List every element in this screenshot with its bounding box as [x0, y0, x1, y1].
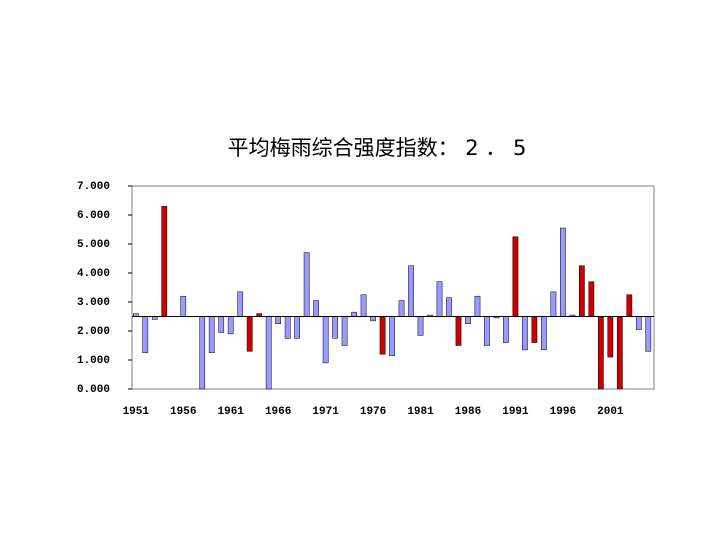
- y-tick-label: 2.000: [77, 326, 110, 338]
- bar: [284, 316, 291, 339]
- bar: [626, 294, 633, 317]
- bar: [408, 265, 414, 317]
- y-tick-label: 7.000: [77, 181, 110, 193]
- bar: [322, 316, 329, 364]
- bar: [512, 236, 519, 317]
- x-tick-label: 1986: [455, 406, 481, 418]
- bar: [294, 316, 301, 339]
- chart-title: 平均梅雨综合强度指数： 2 ． 5: [228, 136, 527, 160]
- y-tick-label: 6.000: [77, 210, 110, 222]
- bar: [417, 316, 424, 336]
- bar: [265, 316, 272, 390]
- bar: [237, 291, 244, 317]
- bar: [635, 316, 642, 330]
- bar: [227, 316, 234, 335]
- bar: [246, 316, 253, 352]
- bar: [208, 316, 215, 353]
- bar: [607, 316, 614, 358]
- x-tick-label: 1976: [360, 406, 386, 418]
- y-tick-label: 4.000: [77, 268, 110, 280]
- bar: [465, 316, 471, 324]
- bar: [360, 294, 367, 317]
- x-tick-label: 1951: [123, 406, 150, 418]
- bar: [142, 316, 149, 353]
- x-tick-label: 1971: [312, 406, 339, 418]
- plot-area: [131, 185, 655, 390]
- bar: [550, 291, 557, 317]
- bar: [531, 316, 538, 343]
- bar: [398, 300, 405, 317]
- x-tick-label: 1991: [502, 406, 529, 418]
- bar: [484, 316, 490, 346]
- bar: [370, 316, 376, 322]
- bar: [522, 316, 528, 351]
- bar: [503, 316, 509, 343]
- bar: [436, 281, 443, 317]
- bar: [351, 311, 357, 317]
- x-tick-label: 1966: [265, 406, 291, 418]
- y-tick-label: 3.000: [77, 297, 110, 309]
- bar: [218, 316, 225, 333]
- bar: [645, 316, 652, 352]
- x-tick-label: 2001: [597, 406, 624, 418]
- bar: [389, 316, 395, 356]
- y-tick-label: 5.000: [77, 239, 110, 251]
- y-tick-label: 0.000: [77, 384, 110, 396]
- x-tick-label: 1996: [550, 406, 576, 418]
- bar: [332, 316, 338, 339]
- x-tick-label: 1956: [170, 406, 196, 418]
- bar: [180, 295, 187, 317]
- bar: [313, 300, 319, 317]
- bar: [588, 281, 595, 317]
- bar: [161, 206, 168, 317]
- bar: [616, 316, 623, 390]
- x-tick-label: 1961: [218, 406, 245, 418]
- bar: [341, 316, 348, 346]
- bar: [597, 316, 604, 390]
- bar: [199, 316, 206, 390]
- bar: [303, 252, 310, 317]
- bar: [560, 227, 566, 317]
- x-tick-label: 1981: [407, 406, 434, 418]
- y-tick-label: 1.000: [77, 355, 110, 367]
- bar: [446, 297, 452, 317]
- bar: [579, 265, 585, 317]
- bar: [474, 295, 481, 317]
- bar: [455, 316, 462, 346]
- bar: [541, 316, 547, 351]
- bar: [379, 316, 386, 355]
- bar: [275, 316, 282, 324]
